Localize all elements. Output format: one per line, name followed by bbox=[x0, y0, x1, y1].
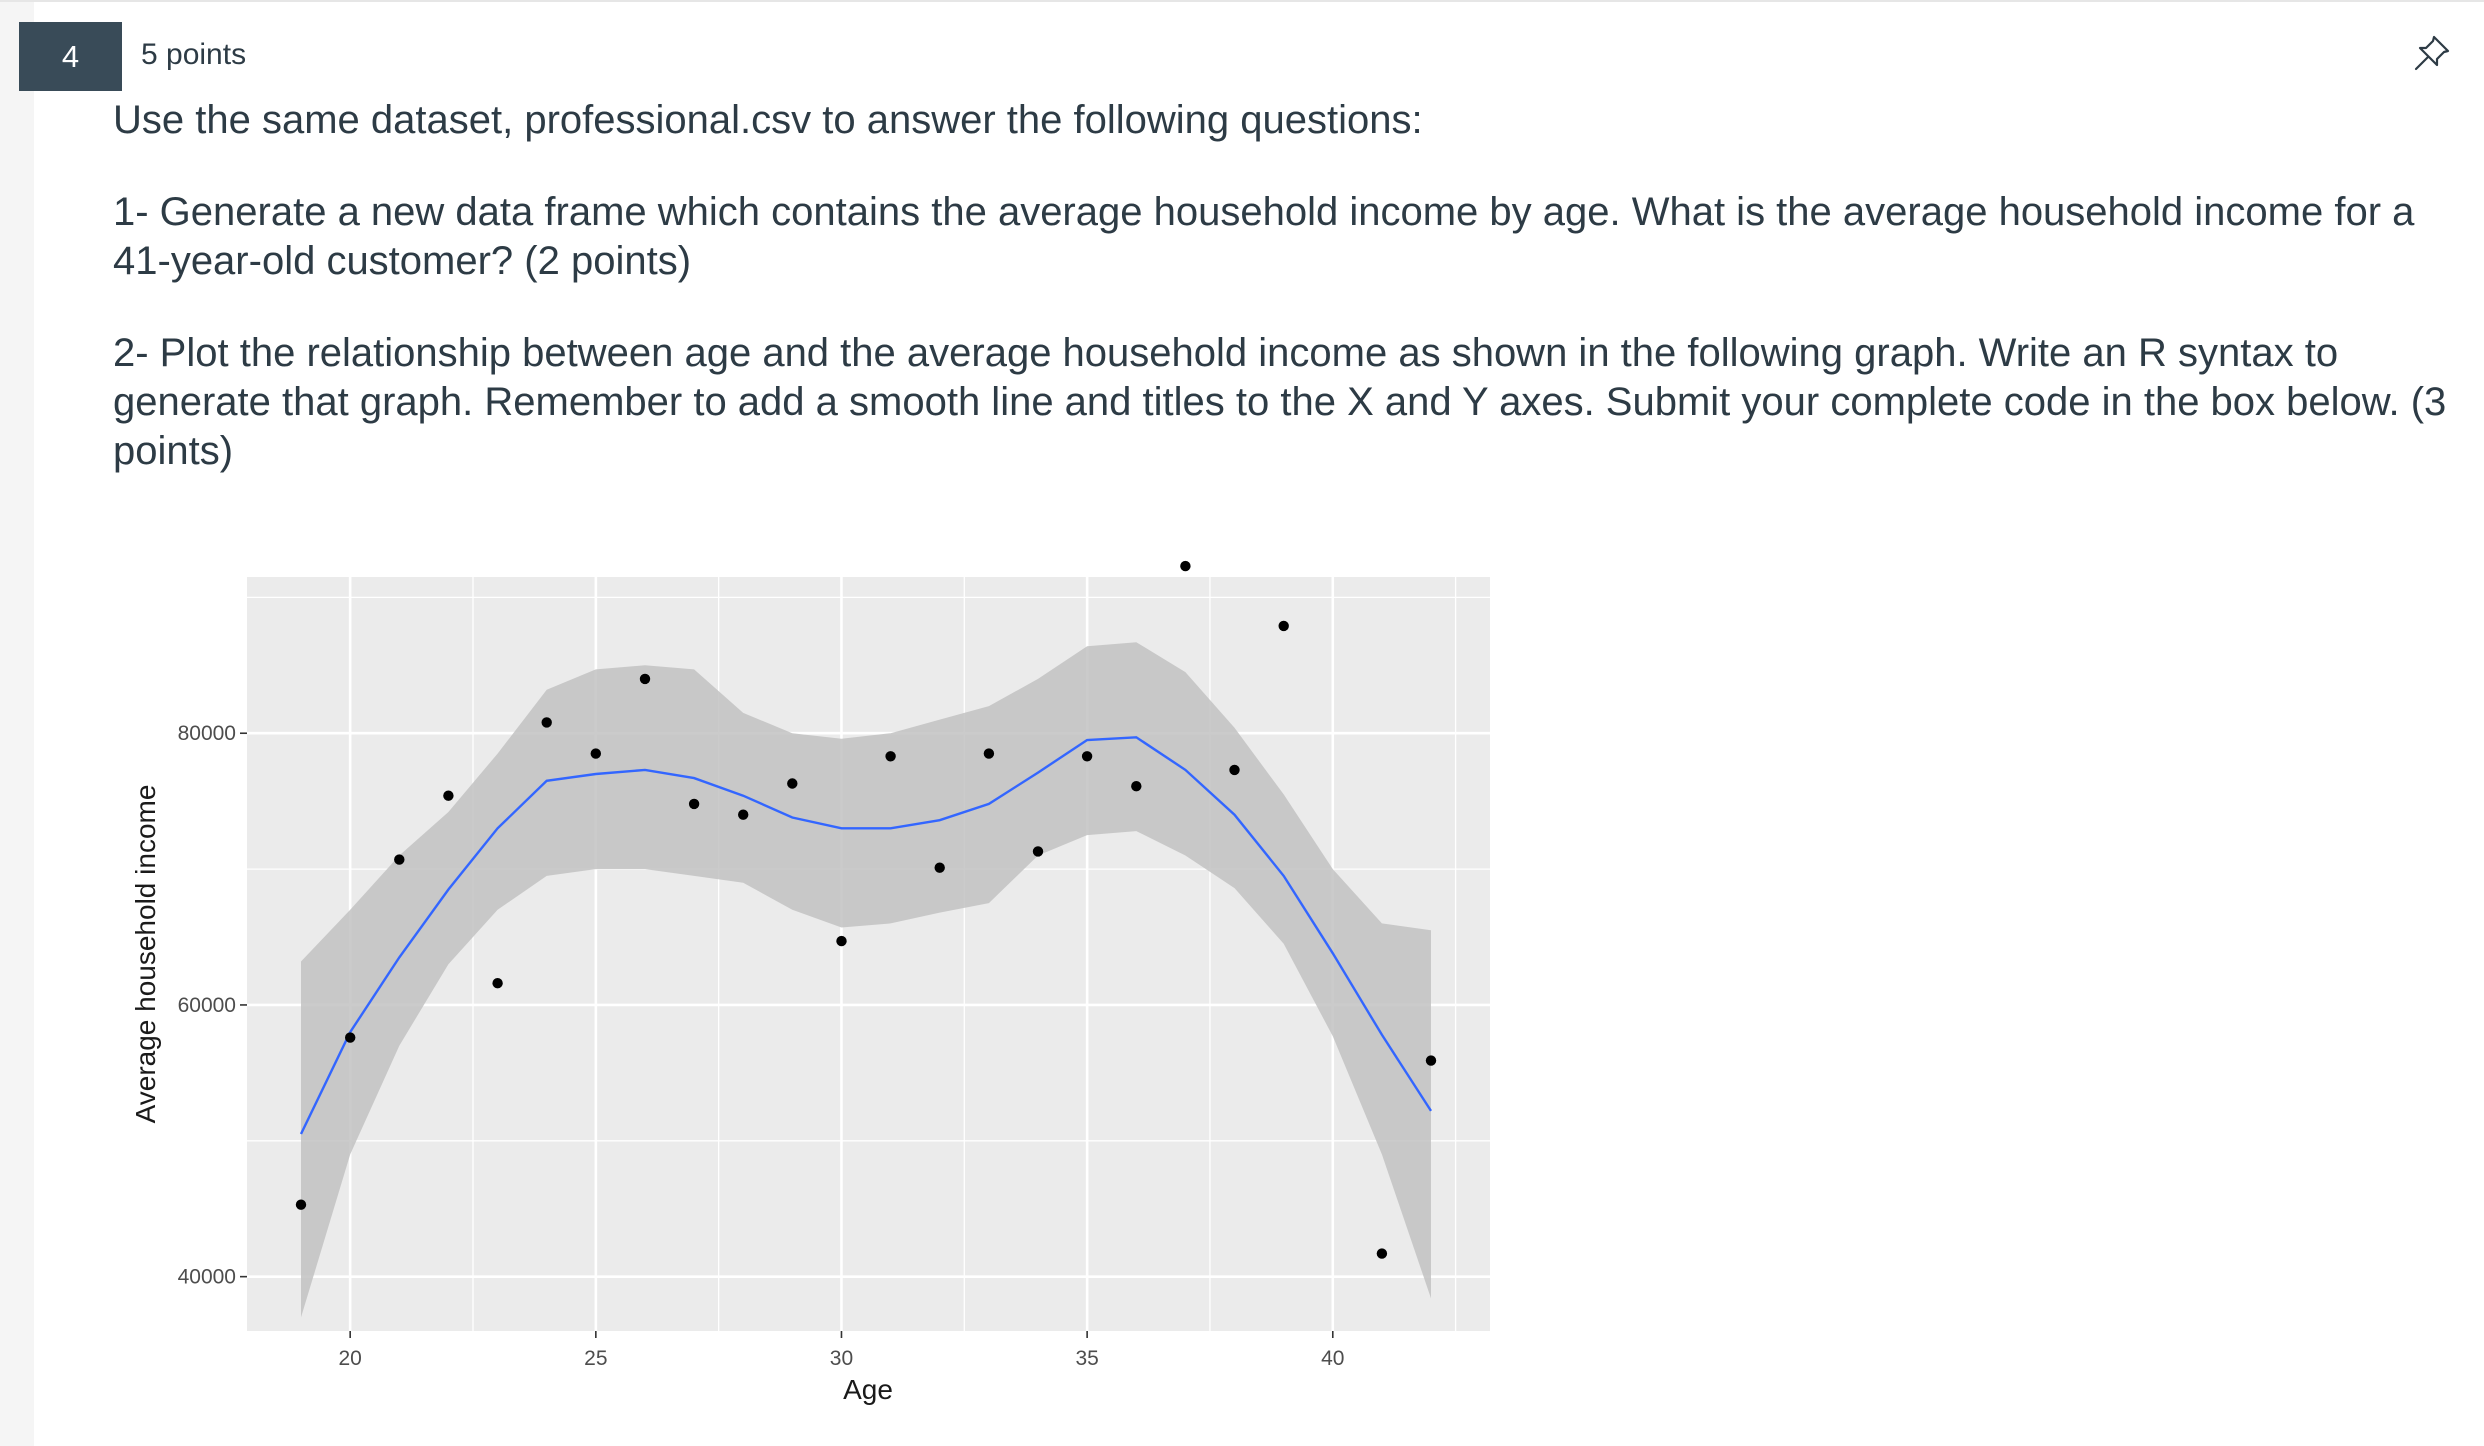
data-point-age-25 bbox=[590, 748, 601, 759]
data-point-age-31 bbox=[885, 751, 896, 762]
data-point-age-28 bbox=[738, 809, 749, 820]
question-part-2: 2- Plot the relationship between age and… bbox=[113, 331, 2447, 473]
data-point-age-21 bbox=[394, 854, 405, 865]
y-axis-title: Average household income bbox=[130, 785, 161, 1124]
data-point-age-35 bbox=[1081, 751, 1093, 762]
data-point-age-32 bbox=[934, 862, 945, 873]
data-point-age-37 bbox=[1180, 560, 1191, 572]
data-point-age-29 bbox=[787, 778, 798, 789]
data-point-age-20 bbox=[345, 1032, 356, 1043]
smooth-line bbox=[299, 736, 1433, 1135]
question-intro: Use the same dataset, professional.csv t… bbox=[113, 98, 1423, 142]
data-point-age-36 bbox=[1131, 781, 1142, 792]
y-axis-ticks: 40000 60000 80000 bbox=[178, 722, 247, 1289]
question-text: Use the same dataset, professional.csv t… bbox=[113, 96, 2453, 476]
pin-icon-graphic bbox=[2414, 35, 2450, 71]
y-tick-label-80000: 80000 bbox=[178, 722, 236, 745]
question-part-1: 1- Generate a new data frame which conta… bbox=[113, 190, 2415, 283]
x-axis-title: Age bbox=[843, 1374, 893, 1405]
data-point-age-34 bbox=[1032, 846, 1044, 857]
y-tick-label-60000: 60000 bbox=[178, 994, 236, 1017]
data-point-age-22 bbox=[443, 790, 454, 801]
x-tick-label-30: 30 bbox=[830, 1347, 853, 1370]
data-point-age-42 bbox=[1425, 1055, 1437, 1066]
data-point-age-39 bbox=[1278, 620, 1289, 632]
x-tick-label-40: 40 bbox=[1321, 1347, 1344, 1370]
confidence-ribbon bbox=[301, 642, 1431, 1318]
x-tick-label-35: 35 bbox=[1075, 1347, 1098, 1370]
data-point-age-27 bbox=[688, 798, 700, 810]
x-tick-label-20: 20 bbox=[338, 1347, 361, 1370]
data-point-age-38 bbox=[1229, 764, 1240, 776]
points-label: 5 points bbox=[141, 38, 247, 71]
question-number-badge: 4 bbox=[19, 22, 122, 91]
data-point-age-19 bbox=[295, 1199, 307, 1210]
y-tick-label-40000: 40000 bbox=[178, 1266, 236, 1289]
data-point-age-41 bbox=[1376, 1248, 1388, 1259]
x-tick-label-25: 25 bbox=[584, 1347, 607, 1370]
data-point-age-24 bbox=[541, 717, 552, 728]
data-point-age-26 bbox=[639, 673, 651, 685]
data-point-age-30 bbox=[836, 935, 847, 947]
top-divider bbox=[0, 0, 2484, 2]
data-points bbox=[295, 560, 1437, 1259]
pin-icon[interactable] bbox=[2412, 33, 2452, 73]
data-point-age-33 bbox=[983, 748, 995, 759]
data-point-age-23 bbox=[492, 978, 503, 989]
left-rail bbox=[0, 0, 34, 1446]
x-axis-ticks: 20 25 30 35 40 bbox=[338, 1331, 1344, 1370]
